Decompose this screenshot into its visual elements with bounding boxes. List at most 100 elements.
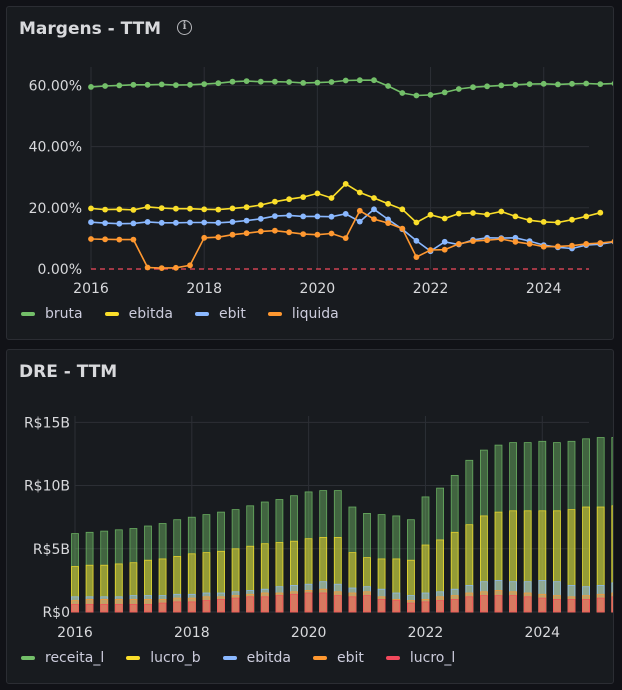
- data-point-ebit: [116, 220, 123, 227]
- bar-lucro_l: [319, 592, 328, 613]
- panel-title: DRE - TTM: [19, 362, 118, 382]
- data-point-bruta: [116, 82, 123, 89]
- data-point-ebitda: [158, 205, 165, 212]
- legend-item-lucro_l[interactable]: lucro_l: [385, 650, 456, 666]
- data-point-ebit: [88, 219, 94, 226]
- legend-item-liquida[interactable]: liquida: [267, 306, 339, 322]
- data-point-ebitda: [286, 196, 292, 203]
- legend-item-ebit[interactable]: ebit: [312, 650, 364, 666]
- data-point-ebitda: [229, 205, 236, 212]
- data-point-bruta: [229, 78, 236, 85]
- legend-item-ebitda[interactable]: ebitda: [104, 306, 173, 322]
- data-point-ebitda: [257, 202, 264, 208]
- panel-dre[interactable]: DRE - TTM R$15B R$10B R$5B R$0 2016 2018 2020 2…: [6, 349, 614, 684]
- legend-swatch: [21, 312, 35, 316]
- legend-item-ebit[interactable]: ebit: [194, 306, 246, 322]
- data-point-ebitda: [356, 189, 363, 196]
- data-point-bruta: [130, 81, 137, 88]
- data-point-bruta: [243, 78, 250, 84]
- legend-label: lucro_l: [409, 650, 456, 666]
- bar-lucro_b: [611, 505, 613, 613]
- data-point-ebitda: [187, 205, 193, 212]
- legend: bruta ebitda ebit liquida: [21, 306, 361, 322]
- data-point-ebit: [371, 206, 377, 213]
- bar-lucro_l: [173, 601, 182, 613]
- data-point-bruta: [158, 81, 165, 88]
- x-tick-label: 2022: [408, 625, 444, 641]
- panel-title: Margens - TTM: [19, 19, 162, 39]
- data-point-ebitda: [371, 195, 377, 201]
- bar-lucro_l: [509, 595, 518, 613]
- legend-item-lucro_b[interactable]: lucro_b: [126, 650, 201, 666]
- y-tick-label: 40.00%: [29, 140, 82, 156]
- bar-lucro_l: [406, 602, 415, 613]
- legend-swatch: [126, 656, 141, 660]
- data-point-bruta: [144, 81, 151, 88]
- data-point-liquida: [484, 237, 490, 244]
- data-point-ebitda: [512, 213, 519, 220]
- bar-lucro_l: [494, 595, 503, 613]
- x-tick-label: 2016: [57, 625, 93, 641]
- data-point-liquida: [201, 234, 208, 241]
- data-point-ebit: [187, 219, 193, 226]
- legend-label: liquida: [291, 306, 339, 322]
- data-point-ebit: [356, 218, 363, 225]
- y-tick-label: R$0: [42, 605, 70, 621]
- data-point-ebitda: [88, 205, 94, 212]
- bar-lucro_l: [553, 598, 561, 613]
- data-point-liquida: [116, 236, 123, 243]
- data-point-liquida: [314, 231, 321, 238]
- data-point-ebitda: [399, 206, 406, 213]
- y-tick-label: 60.00%: [29, 78, 82, 94]
- bar-lucro_l: [523, 596, 532, 613]
- data-point-liquida: [597, 240, 604, 246]
- bar-lucro_l: [538, 597, 547, 613]
- bar-lucro_l: [231, 597, 240, 613]
- data-point-bruta: [300, 80, 307, 86]
- data-point-ebit: [173, 219, 179, 226]
- data-point-liquida: [102, 236, 108, 243]
- panel-margens[interactable]: Margens - TTM i 60.00% 40.00% 20.00% 0.00% 2…: [6, 6, 614, 340]
- data-point-liquida: [187, 262, 193, 269]
- legend-label: receita_l: [45, 650, 105, 666]
- data-point-ebitda: [342, 181, 349, 187]
- info-icon[interactable]: i: [177, 20, 192, 35]
- legend-label: bruta: [45, 306, 83, 322]
- data-point-ebitda: [597, 209, 604, 216]
- data-point-bruta: [257, 78, 264, 85]
- bar-lucro_l: [611, 596, 613, 613]
- data-point-liquida: [512, 238, 519, 245]
- data-point-liquida: [555, 243, 561, 250]
- data-point-ebitda: [583, 213, 590, 220]
- legend-swatch: [194, 312, 209, 316]
- data-point-liquida: [144, 264, 151, 271]
- bar-lucro_l: [158, 602, 167, 613]
- bar-lucro_l: [187, 601, 196, 613]
- data-point-liquida: [257, 228, 264, 235]
- data-point-liquida: [569, 242, 575, 249]
- bar-lucro_l: [377, 598, 386, 613]
- data-point-bruta: [441, 89, 448, 96]
- bar-lucro_l: [100, 603, 109, 613]
- data-point-liquida: [371, 216, 377, 223]
- data-point-ebit: [300, 213, 307, 220]
- legend-item-ebitda[interactable]: ebitda: [222, 650, 291, 666]
- bar-lucro_l: [436, 600, 445, 613]
- legend-item-bruta[interactable]: bruta: [21, 306, 83, 322]
- data-point-ebitda: [385, 200, 391, 207]
- data-point-ebitda: [328, 195, 335, 201]
- legend-label: ebitda: [246, 650, 291, 666]
- bar-lucro_l: [71, 603, 79, 613]
- data-point-liquida: [441, 246, 448, 253]
- data-point-liquida: [583, 241, 590, 247]
- series-line-liquida: [90, 209, 613, 269]
- data-point-ebit: [512, 234, 519, 241]
- data-point-liquida: [272, 227, 278, 234]
- data-point-liquida: [130, 236, 137, 243]
- data-point-ebit: [441, 238, 448, 245]
- data-point-bruta: [371, 77, 377, 84]
- data-point-liquida: [88, 236, 94, 242]
- legend-item-receita_l[interactable]: receita_l: [21, 650, 104, 666]
- legend-label: ebit: [336, 650, 364, 666]
- data-point-ebitda: [470, 210, 476, 216]
